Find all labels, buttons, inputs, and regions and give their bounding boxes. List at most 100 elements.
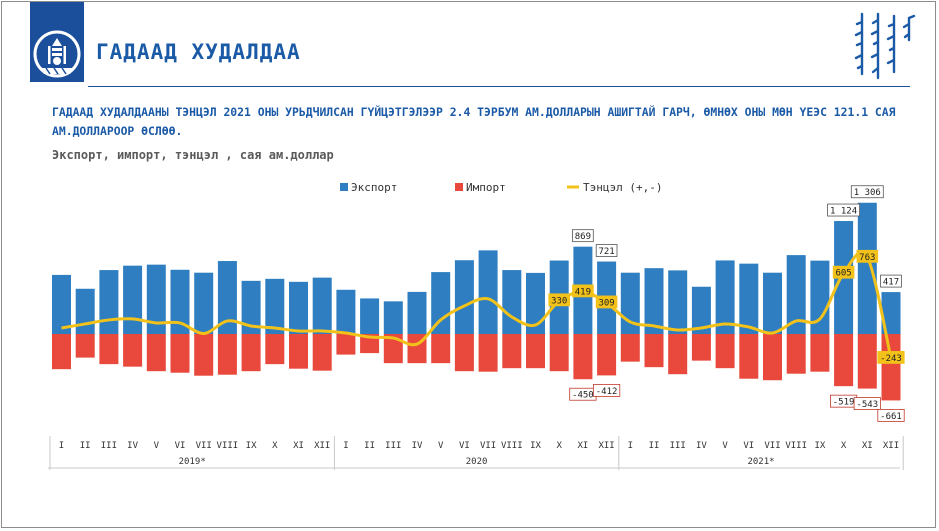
export-bar [99,270,119,334]
month-tick-label: II [80,441,91,451]
month-tick-label: VII [764,441,780,451]
export-label: 417 [883,278,899,288]
export-bar [360,298,380,334]
month-tick-label: VIII [217,441,239,451]
balance-label: 309 [598,298,614,308]
export-label-box [880,274,902,288]
export-label: 1 124 [830,207,857,217]
balance-label-box [548,293,570,307]
month-tick-label: I [343,441,348,451]
export-bar [502,270,522,334]
export-bar [170,269,190,334]
export-label-box [595,244,618,257]
import-bar [146,334,166,372]
year-label: 2019* [179,457,206,467]
export-bars [52,202,901,334]
month-tick-label: XI [862,441,873,451]
export-bar [739,263,759,334]
import-bar [597,334,617,376]
import-bar [336,334,356,355]
month-tick-label: VI [459,441,470,451]
export-bar [668,270,688,334]
export-bar [431,272,451,334]
export-bar [715,260,735,334]
export-label: 1 306 [854,188,881,198]
export-bar [857,202,877,334]
export-label: 721 [598,247,614,257]
import-bars [52,334,901,401]
month-tick-label: IX [530,441,541,451]
balance-line [61,250,893,359]
import-label: -543 [856,400,878,410]
legend-label-1: Импорт [466,181,506,194]
month-tick-label: IV [127,441,138,451]
month-tick-label: XI [577,441,588,451]
import-bar [810,334,830,372]
month-tick-label: XII [883,441,899,451]
import-bar [881,334,901,401]
month-tick-label: III [670,441,686,451]
headline-text: ГАДААД ХУДАЛДААНЫ ТЭНЦЭЛ 2021 ОНЫ УРЬДЧИ… [52,105,896,138]
month-tick-label: VII [480,441,496,451]
import-bar [549,334,569,372]
balance-label-box [856,249,879,263]
import-bar [763,334,782,381]
import-label-box [853,397,881,410]
import-bar [526,334,545,369]
import-bar [478,334,498,372]
month-tick-label: IX [246,441,257,451]
month-tick-label: V [438,441,444,451]
import-bar [289,334,308,369]
import-bar [739,334,759,379]
balance-label-box [572,284,594,298]
export-bar [194,272,214,334]
export-bar [123,265,143,334]
balance-label: 763 [859,253,875,263]
import-bar [75,334,95,358]
export-bar [146,264,166,334]
export-label: 869 [575,232,591,242]
import-label-box [593,384,621,397]
import-label: -450 [572,391,594,401]
export-bar [75,288,95,334]
import-bar [786,334,806,374]
export-bar [454,260,474,334]
soyombo-logo [30,2,84,82]
month-tick-label: IX [814,441,825,451]
import-bar [99,334,119,365]
import-bar [834,334,854,387]
month-tick-label: I [59,441,64,451]
import-bar [431,334,451,364]
export-bar [289,281,308,334]
export-bar [526,272,545,334]
month-tick-label: IV [696,441,707,451]
export-bar [407,291,427,334]
export-bar [265,278,285,334]
export-bar [52,274,71,334]
month-tick-label: V [154,441,160,451]
import-bar [573,334,593,380]
balance-label: 330 [551,296,567,306]
import-bar [620,334,640,362]
import-bar [312,334,332,371]
balance-label: 605 [835,269,851,279]
month-tick-label: III [385,441,401,451]
legend-label-2: Тэнцэл (+,-) [583,181,662,194]
month-tick-label: X [272,441,278,451]
month-tick-label: X [556,441,562,451]
balance-label: 419 [575,287,591,297]
month-tick-label: VIII [785,441,807,451]
export-label-box [827,203,860,217]
export-bar [336,289,356,334]
mongolian-script-emblem [852,10,922,82]
balance-label-box [877,351,905,364]
month-tick-label: X [841,441,847,451]
export-bar [312,277,332,334]
chart-subtitle: Экспорт, импорт, тэнцэл , сая ам.доллар [52,148,334,162]
import-bar [383,334,403,364]
import-bar [857,334,877,389]
export-bar [644,268,664,334]
month-tick-label: I [628,441,633,451]
import-bar [217,334,237,375]
